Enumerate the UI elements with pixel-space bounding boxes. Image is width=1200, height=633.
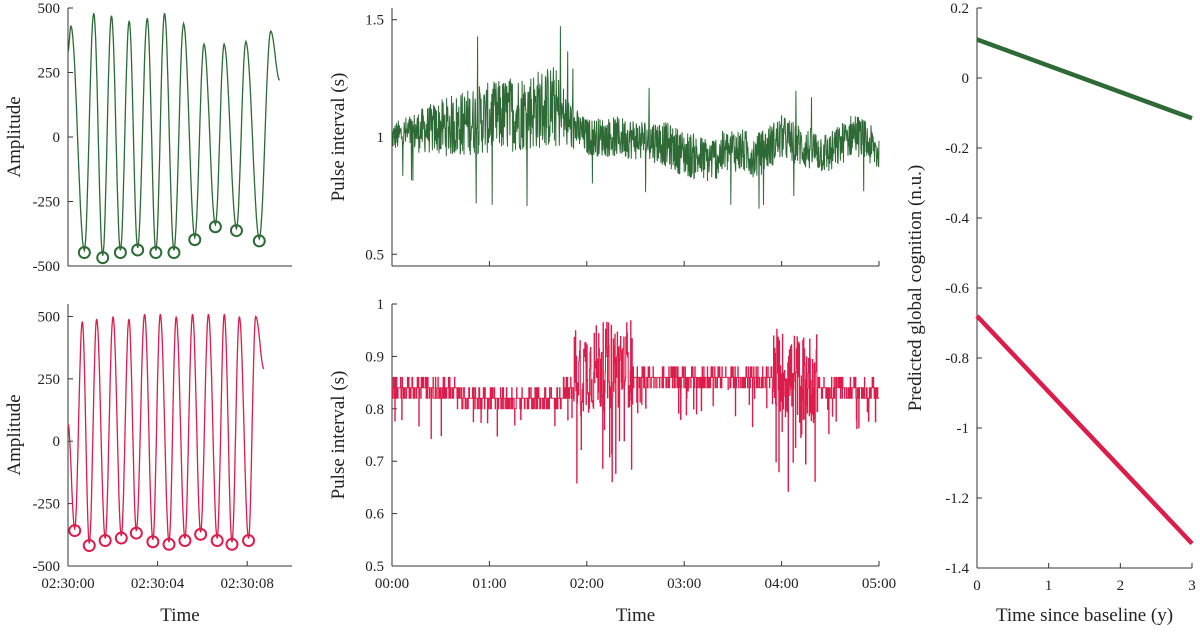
y-tick-label: 0.8 [365, 402, 384, 418]
y-tick-label: 250 [38, 66, 61, 82]
y-tick-label: -250 [33, 497, 61, 513]
trough-marker [77, 246, 91, 260]
y-tick-label: 1.5 [365, 13, 384, 29]
y-axis-label: Pulse interval (s) [328, 73, 349, 202]
y-tick-label: -0.4 [945, 211, 969, 227]
y-tick-label: -0.2 [945, 141, 969, 157]
x-tick-label: 05:00 [862, 576, 896, 592]
waveform-line [67, 13, 281, 256]
x-axis-label: Time [616, 605, 655, 626]
y-tick-label: -500 [33, 259, 61, 275]
trough-marker [252, 234, 266, 248]
y-tick-label: -1.2 [945, 491, 969, 507]
y-tick-label: -0.6 [945, 281, 969, 297]
x-axis-label: Time since baseline (y) [996, 605, 1173, 626]
y-tick-label: 0 [962, 71, 970, 87]
trough-marker [188, 233, 202, 247]
x-tick-label: 0 [973, 578, 981, 594]
trough-marker [194, 527, 208, 541]
trough-marker [149, 246, 163, 260]
y-tick-label: 500 [38, 309, 61, 325]
trough-marker [146, 535, 160, 549]
x-tick-label: 02:30:08 [221, 576, 274, 592]
trough-marker [225, 537, 239, 551]
y-axis-label: Amplitude [4, 96, 25, 177]
x-tick-label: 3 [1188, 578, 1196, 594]
x-axis-label: Time [160, 605, 199, 626]
x-tick-label: 02:30:00 [41, 576, 94, 592]
trough-marker [98, 534, 112, 548]
y-tick-label: 0.9 [365, 349, 384, 365]
trough-marker [82, 539, 96, 553]
waveform-line [67, 313, 265, 544]
x-tick-label: 02:30:04 [131, 576, 185, 592]
trough-marker [96, 251, 110, 265]
trough-marker [210, 534, 224, 548]
trough-marker [129, 526, 143, 540]
y-tick-label: 0.6 [365, 507, 384, 523]
y-tick-label: -0.8 [945, 351, 969, 367]
trough-marker [113, 246, 127, 260]
y-tick-label: 250 [38, 372, 61, 388]
x-tick-label: 03:00 [667, 576, 701, 592]
x-tick-label: 02:00 [570, 576, 604, 592]
x-tick-label: 04:00 [765, 576, 799, 592]
y-tick-label: 0.2 [950, 1, 969, 17]
trough-marker [131, 243, 145, 257]
trough-marker [68, 524, 82, 538]
x-tick-label: 01:00 [472, 576, 506, 592]
y-tick-label: -1.4 [945, 561, 969, 577]
trough-marker [114, 531, 128, 545]
trough-marker [162, 537, 176, 551]
trough-marker [167, 246, 181, 260]
x-tick-label: 00:00 [375, 576, 409, 592]
y-tick-label: 1 [377, 297, 385, 313]
y-tick-label: -1 [957, 421, 970, 437]
y-tick-label: 1 [377, 130, 385, 146]
y-tick-label: 0.5 [365, 559, 384, 575]
y-axis-label: Predicted global cognition (n.u.) [905, 165, 926, 411]
panel-pulse-interval-green: 1.5 1 0.5 Pulse interval (s) [328, 8, 880, 267]
trough-marker [242, 534, 256, 548]
pulse-interval-line [391, 26, 880, 209]
pulse-interval-line [391, 320, 879, 492]
trend-line-green [976, 37, 1193, 121]
y-tick-label: 0.5 [365, 247, 384, 263]
panel-cognition: 0.20-0.2-0.4-0.6-0.8-1-1.2-1.40 1 2 3Predic… [905, 1, 1196, 626]
y-axis-label: Pulse interval (s) [328, 371, 349, 500]
panel-ppg-green: 500 250 0 -250 -500 Amplitude [4, 1, 292, 275]
x-tick-label: 1 [1045, 578, 1053, 594]
trough-marker [229, 224, 243, 238]
trough-marker [178, 534, 192, 548]
trend-line-red [975, 314, 1194, 546]
y-tick-label: 0 [53, 130, 61, 146]
y-tick-label: -250 [33, 195, 61, 211]
panel-pulse-interval-red: 1 0.9 0.8 0.7 0.6 0.500:00 01:00 02:00 03:00 04:0… [328, 297, 896, 626]
trough-marker [208, 220, 222, 234]
y-tick-label: 0 [53, 434, 61, 450]
y-axis-label: Amplitude [4, 394, 25, 475]
y-tick-label: 500 [38, 1, 61, 17]
y-tick-label: -500 [33, 559, 61, 575]
y-tick-label: 0.7 [365, 454, 384, 470]
x-tick-label: 2 [1117, 578, 1125, 594]
